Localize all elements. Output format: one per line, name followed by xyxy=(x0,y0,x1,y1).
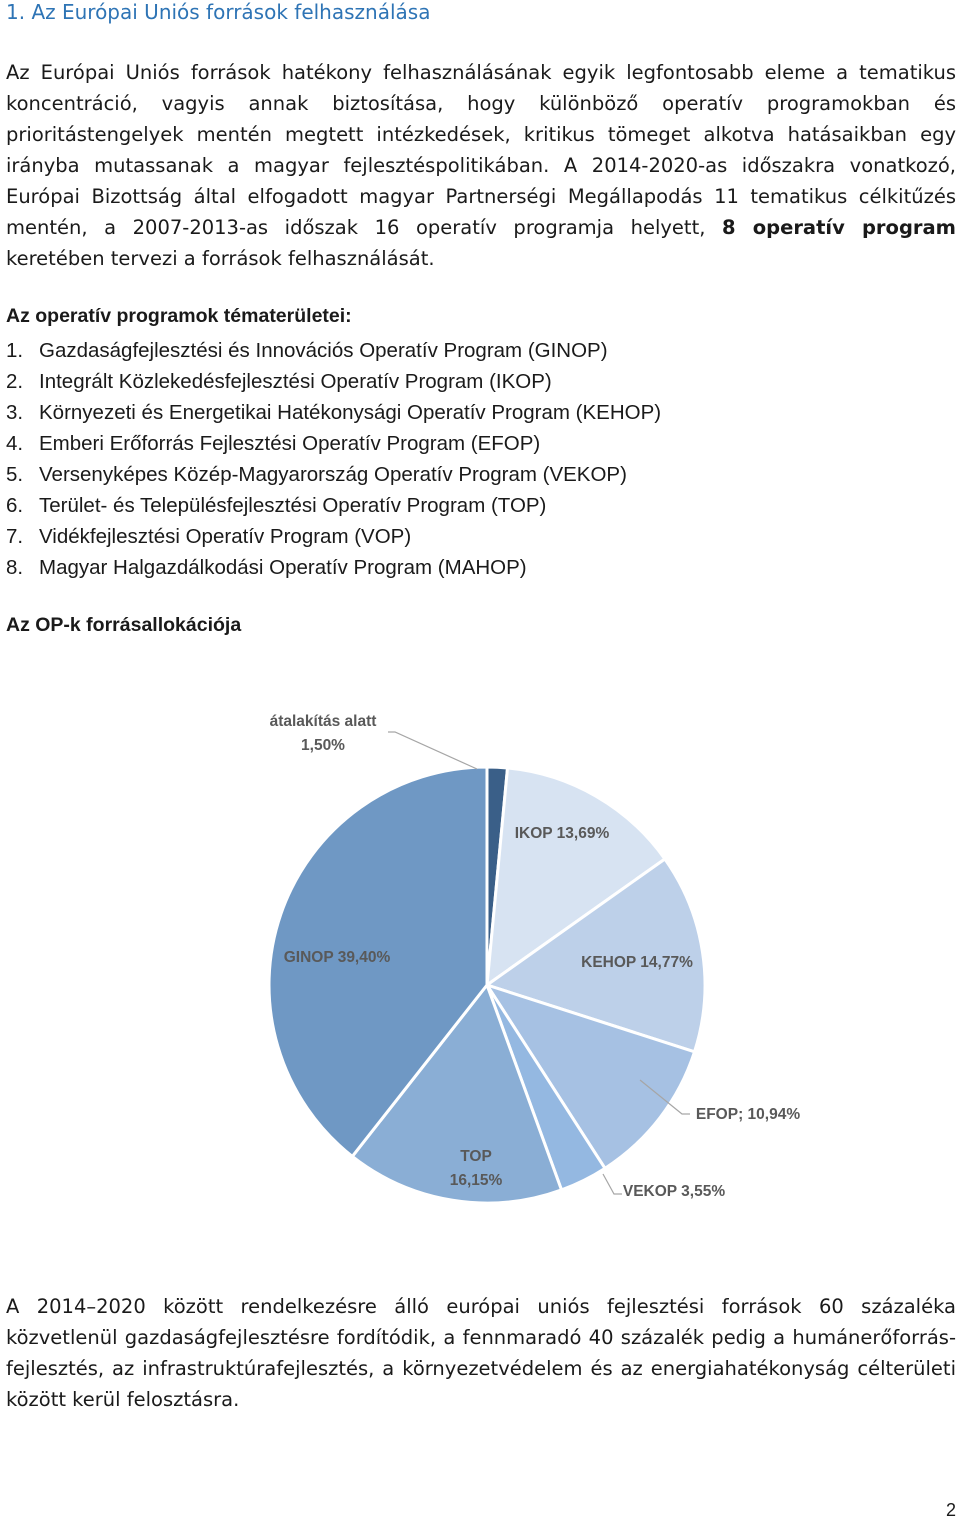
pie-label-efop: EFOP; 10,94% xyxy=(696,1106,800,1123)
pie-label-átalakítás-alatt: átalakítás alatt 1,50% xyxy=(270,713,377,754)
pie-label-top: TOP 16,15% xyxy=(450,1148,503,1189)
list-item: 8. Magyar Halgazdálkodási Operatív Progra… xyxy=(6,556,527,579)
pie-leader-line xyxy=(388,731,478,770)
intro-paragraph: Az Európai Uniós források hatékony felha… xyxy=(6,57,956,274)
pie-slice-ikop xyxy=(485,766,667,989)
pie-slice-efop xyxy=(483,982,697,1171)
op-list: 1. Gazdaságfejlesztési és Innovációs Oper… xyxy=(6,335,661,583)
pie-slice-kehop xyxy=(483,856,707,1054)
closing-paragraph: A 2014–2020 között rendelkezésre álló eu… xyxy=(6,1295,956,1411)
list-item: 6. Terület- és Településfejlesztési Opera… xyxy=(6,494,547,517)
list-item: 5. Versenyképes Közép-Magyarország Operat… xyxy=(6,463,627,486)
section-heading: 1. Az Európai Uniós források felhasználá… xyxy=(6,0,431,24)
list-item: 2. Integrált Közlekedésfejlesztési Operat… xyxy=(6,370,552,393)
pie-slice-top xyxy=(350,981,564,1205)
pie-label-ginop: GINOP 39,40% xyxy=(284,949,391,966)
pie-slice-ginop xyxy=(267,765,489,1159)
allocation-pie-chart: átalakítás alatt 1,50% IKOP 13,69% KEHOP 14… xyxy=(267,713,800,1205)
pie-leader-line xyxy=(602,1173,622,1195)
list-item: 4. Emberi Erőforrás Fejlesztési Operatív … xyxy=(6,432,541,455)
op-list-heading: Az operatív programok tématerületei: xyxy=(6,305,352,327)
intro-text-part2: keretében tervezi a források felhasználá… xyxy=(6,247,435,270)
list-item: 7. Vidékfejlesztési Operatív Program (VOP… xyxy=(6,525,412,548)
intro-text-bold: 8 operatív program xyxy=(722,216,956,239)
pie-label-ikop: IKOP 13,69% xyxy=(515,825,610,842)
pie-label-vekop: VEKOP 3,55% xyxy=(623,1183,725,1200)
pie-label-kehop: KEHOP 14,77% xyxy=(581,954,693,971)
intro-text-part1: Az Európai Uniós források hatékony felha… xyxy=(6,61,956,239)
chart-heading: Az OP-k forrásallokációja xyxy=(6,614,242,636)
list-item: 3. Környezeti és Energetikai Hatékonysági… xyxy=(6,401,662,424)
page-number: 2 xyxy=(945,1500,956,1520)
list-item: 1. Gazdaságfejlesztési és Innovációs Oper… xyxy=(6,339,608,362)
pie-leader-line xyxy=(639,1079,690,1115)
